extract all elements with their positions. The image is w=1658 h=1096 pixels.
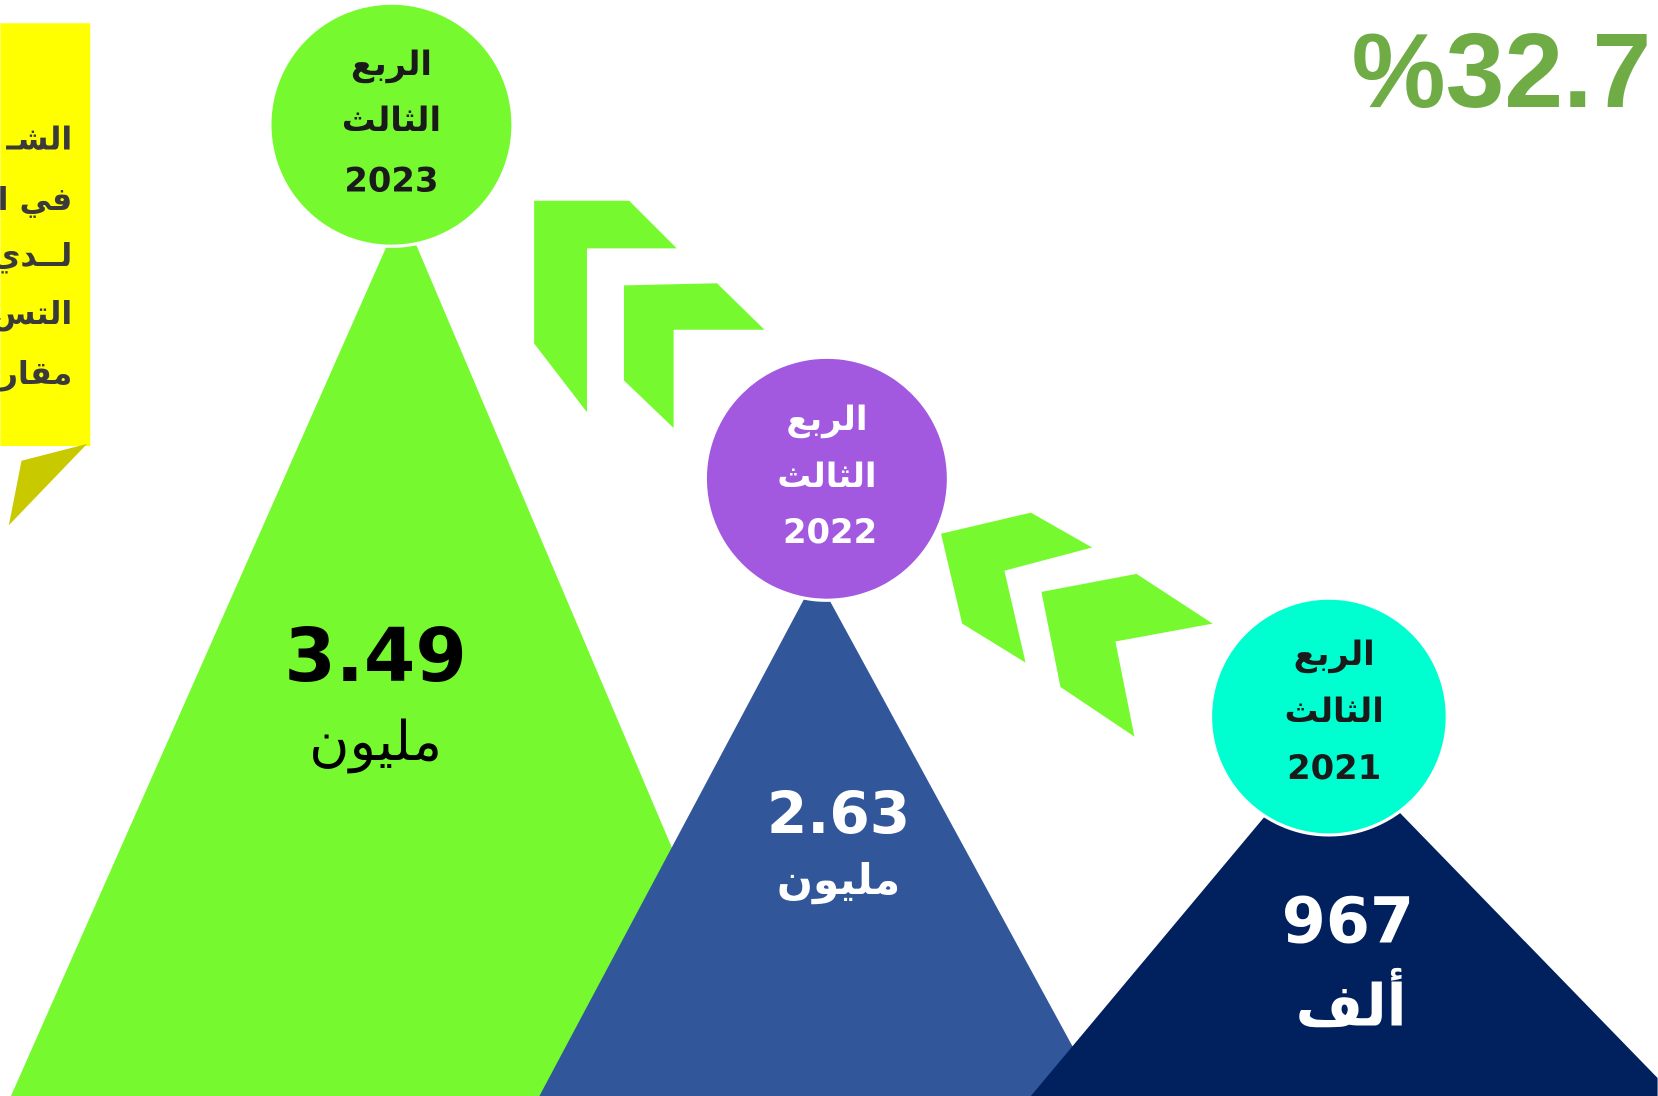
headline: %32.7 [1352,12,1652,130]
label-2023: الربع الثالث 2023 3.49 مليون [284,44,467,773]
note-line: مقار [0,356,72,392]
note-line: التس [0,296,72,332]
peak-2023 [10,211,778,1096]
note-line: في ا [0,182,72,218]
note-fold [8,443,88,526]
note-card [0,23,91,447]
unit: مليون [309,709,442,773]
ordinal: الثالث [342,100,441,139]
quarter: الربع [786,399,867,439]
note-line: الشـ [5,122,72,158]
value: 3.49 [284,613,467,699]
year: 2021 [1287,748,1381,787]
note-text: الشـ في ا لــدي التس مقار [0,122,72,393]
year: 2022 [783,512,877,551]
chevron [534,200,677,413]
peak-2021 [1030,739,1658,1096]
unit: مليون [777,855,900,905]
quarter: الربع [351,44,432,84]
badge-2021 [1208,596,1449,837]
value: 2.63 [767,779,910,847]
chevron [941,512,1093,663]
peak-2022 [539,576,1100,1096]
year: 2023 [344,160,438,199]
chevron [1041,573,1213,737]
ordinal: الثالث [1285,691,1384,730]
badge-2023 [268,1,515,248]
arrows [534,200,1213,737]
chevron [623,283,765,429]
label-2021: الربع الثالث 2021 967 ألف [1282,634,1414,1040]
unit: ألف [1296,967,1407,1039]
value: 967 [1282,883,1414,957]
badge-2022 [703,355,951,602]
note-line: لــدي [0,238,72,274]
quarter: الربع [1294,634,1375,674]
ordinal: الثالث [777,456,876,495]
label-2022: الربع الثالث 2022 2.63 مليون [767,399,910,905]
